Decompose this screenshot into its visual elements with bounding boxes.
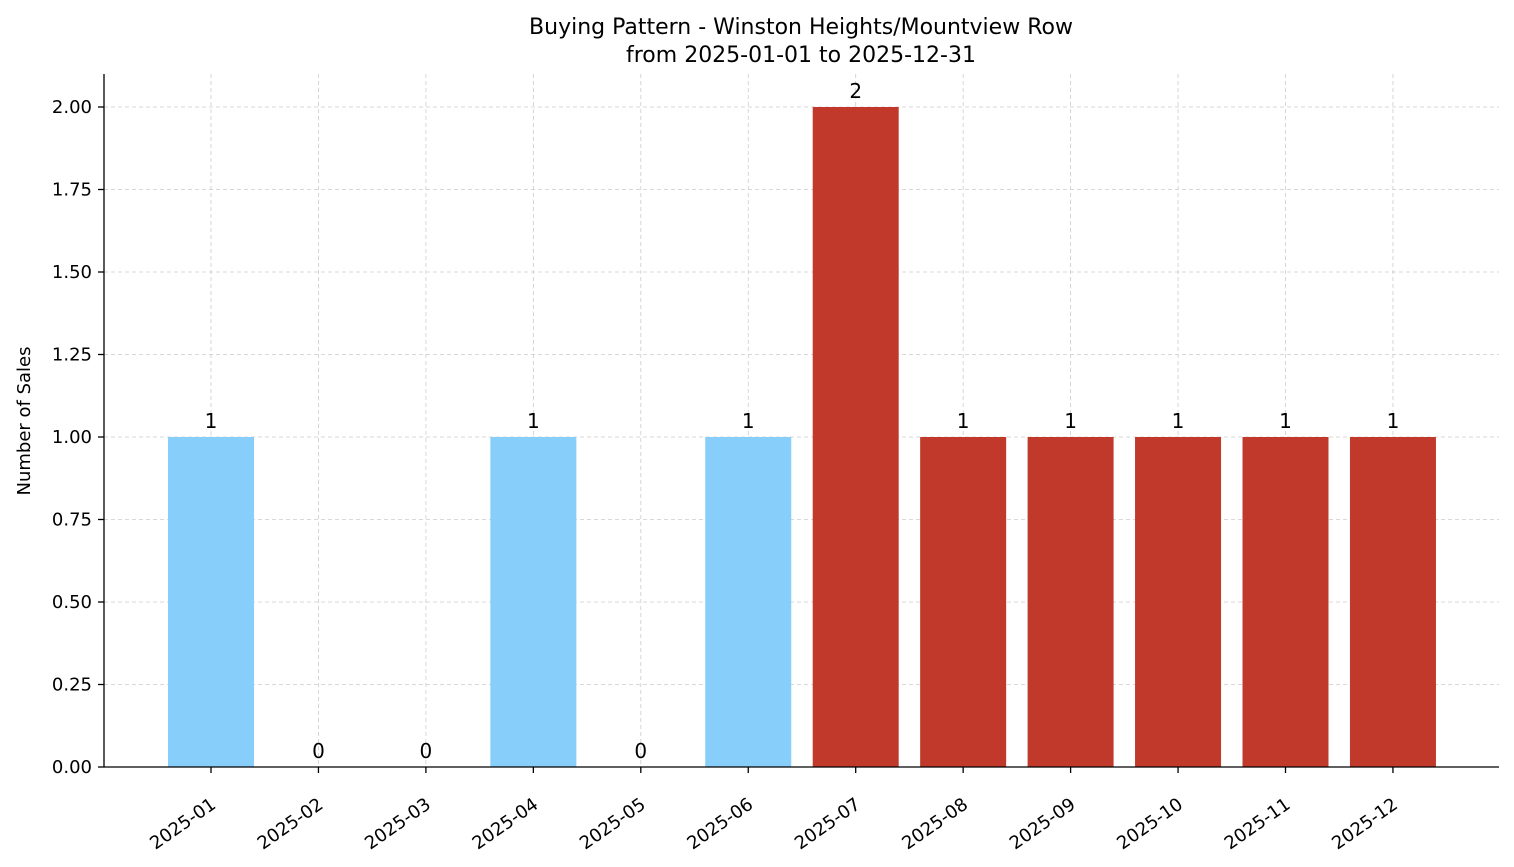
y-tick-label: 0.00 bbox=[52, 757, 92, 778]
x-tick-label: 2025-04 bbox=[469, 794, 543, 854]
bar-value-label: 1 bbox=[1387, 409, 1400, 433]
bar bbox=[1027, 437, 1114, 767]
bar-value-label: 1 bbox=[1279, 409, 1292, 433]
y-tick-label: 1.50 bbox=[52, 262, 92, 283]
x-tick-label: 2025-06 bbox=[683, 794, 757, 854]
x-tick-label: 2025-03 bbox=[361, 794, 435, 854]
axes-layer bbox=[98, 74, 1499, 773]
bar bbox=[490, 437, 577, 767]
bar bbox=[1135, 437, 1222, 767]
y-tick-label: 1.25 bbox=[52, 345, 92, 366]
bar-value-label: 1 bbox=[527, 409, 540, 433]
bar-value-label: 1 bbox=[957, 409, 970, 433]
bar bbox=[705, 437, 792, 767]
x-tick-label: 2025-12 bbox=[1328, 794, 1402, 854]
bar bbox=[812, 107, 899, 767]
chart-subtitle: from 2025-01-01 to 2025-12-31 bbox=[626, 43, 976, 68]
bar-value-label: 1 bbox=[205, 409, 218, 433]
y-tick-label: 0.75 bbox=[52, 510, 92, 531]
chart-title: Buying Pattern - Winston Heights/Mountvi… bbox=[529, 15, 1073, 40]
x-tick-label: 2025-01 bbox=[146, 794, 220, 854]
bar-value-label: 2 bbox=[849, 79, 862, 103]
y-tick-label: 0.50 bbox=[52, 592, 92, 613]
x-tick-label: 2025-05 bbox=[576, 794, 650, 854]
bars-layer bbox=[168, 107, 1436, 767]
y-tick-label: 0.25 bbox=[52, 675, 92, 696]
y-axis-label: Number of Sales bbox=[14, 346, 35, 495]
y-tick-label: 1.75 bbox=[52, 180, 92, 201]
x-tick-label: 2025-08 bbox=[898, 794, 972, 854]
bar-value-label: 0 bbox=[420, 739, 433, 763]
x-tick-label: 2025-10 bbox=[1113, 794, 1187, 854]
bar bbox=[168, 437, 254, 767]
bar-value-label: 1 bbox=[1064, 409, 1077, 433]
x-tick-label: 2025-11 bbox=[1221, 794, 1295, 854]
y-tick-label: 1.00 bbox=[52, 427, 92, 448]
bar bbox=[920, 437, 1007, 767]
bar bbox=[1242, 437, 1329, 767]
bar-value-label: 0 bbox=[312, 739, 325, 763]
bar-value-label: 1 bbox=[742, 409, 755, 433]
bar-value-label: 1 bbox=[1172, 409, 1185, 433]
y-tick-label: 2.00 bbox=[52, 97, 92, 118]
bar-value-label: 0 bbox=[634, 739, 647, 763]
x-tick-label: 2025-02 bbox=[254, 794, 328, 854]
x-tick-label: 2025-09 bbox=[1006, 794, 1080, 854]
x-tick-label: 2025-07 bbox=[791, 794, 865, 854]
bar bbox=[1349, 437, 1436, 767]
